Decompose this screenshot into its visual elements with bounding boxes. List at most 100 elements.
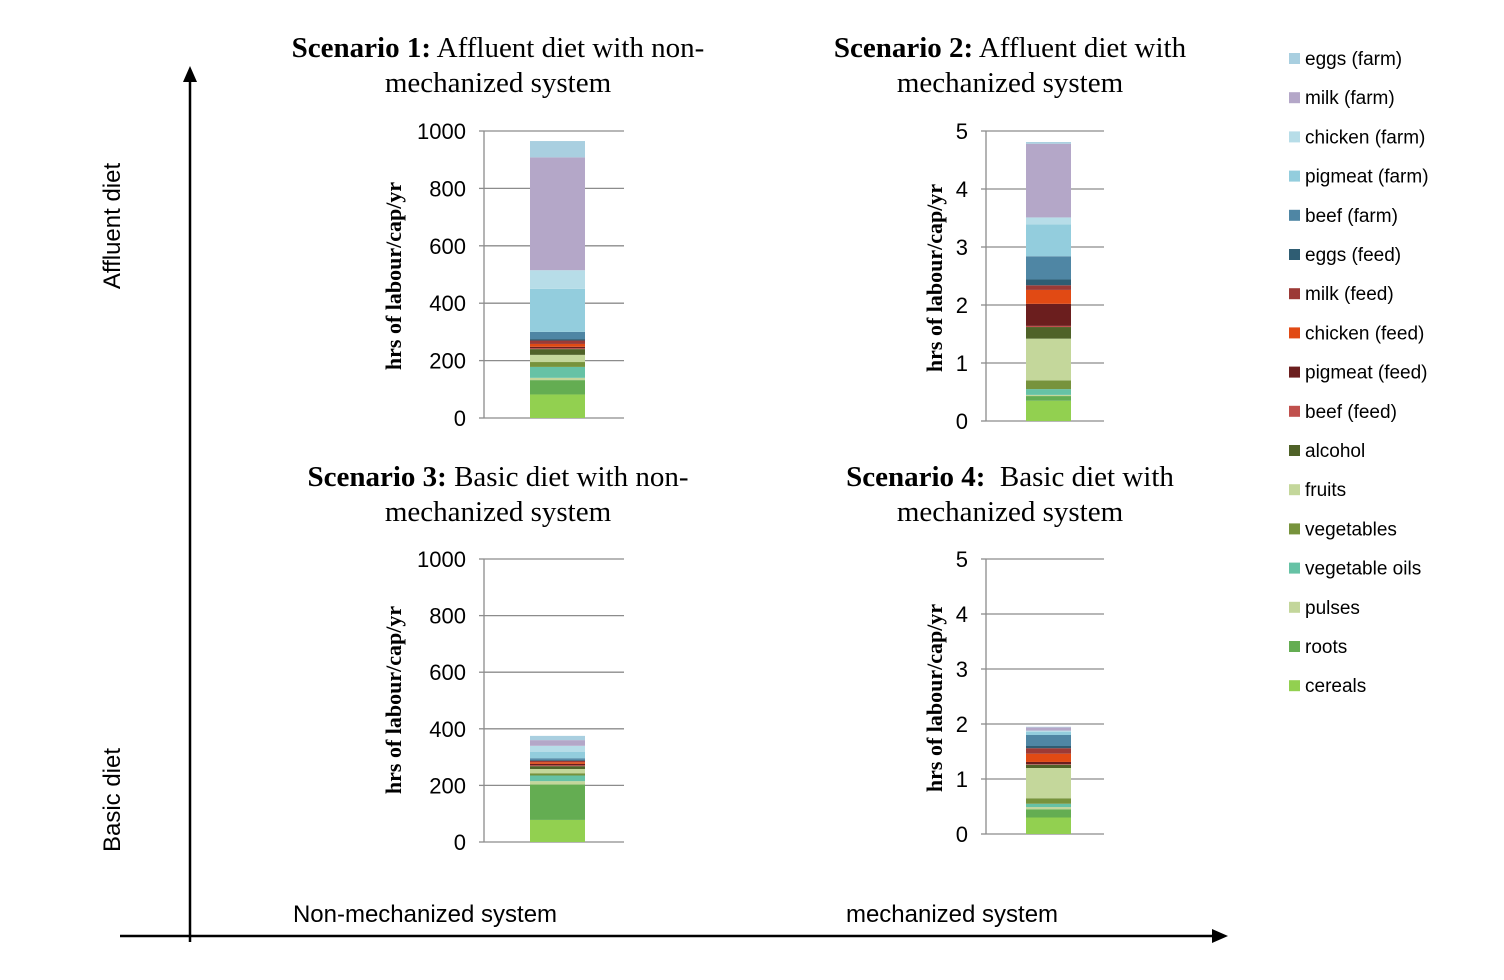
legend-swatch bbox=[1289, 131, 1300, 143]
bar-segment-chicken-farm bbox=[530, 270, 585, 289]
legend-label: chicken (feed) bbox=[1305, 323, 1424, 344]
scenario-4-chart: Scenario 4: Basic diet with mechanized s… bbox=[846, 461, 1174, 847]
y-tick-label: 5 bbox=[956, 547, 968, 572]
y-tick-label: 3 bbox=[956, 657, 968, 682]
bar-segment-vegetable-oils bbox=[530, 775, 585, 782]
bar-segment-milk-farm bbox=[530, 157, 585, 271]
bar-segment-pigmeat-farm bbox=[530, 288, 585, 332]
legend-label: chicken (farm) bbox=[1305, 127, 1425, 148]
bar-segment-vegetables bbox=[530, 773, 585, 776]
legend-swatch bbox=[1289, 680, 1300, 692]
legend-item: milk (farm) bbox=[1289, 88, 1395, 109]
bar-segment-vegetables bbox=[530, 362, 585, 367]
y-tick-label: 800 bbox=[429, 604, 466, 629]
legend-item: chicken (feed) bbox=[1289, 323, 1424, 344]
bar-segment-milk-feed bbox=[1026, 285, 1071, 290]
scenario-2-y-axis-label: hrs of labour/cap/yr bbox=[922, 184, 947, 372]
bar-segment-pigmeat-feed bbox=[1026, 761, 1071, 765]
bar-segment-roots bbox=[1026, 809, 1071, 818]
bar-segment-eggs-feed bbox=[1026, 279, 1071, 286]
y-tick-label: 1000 bbox=[417, 119, 466, 144]
legend-swatch bbox=[1289, 366, 1300, 378]
bar-segment-fruits bbox=[1026, 768, 1071, 799]
bar-segment-chicken-farm bbox=[1026, 730, 1071, 732]
y-tick-label: 400 bbox=[429, 291, 466, 316]
y-tick-label: 4 bbox=[956, 177, 968, 202]
legend-swatch bbox=[1289, 484, 1300, 496]
scenario-1-title: Scenario 1: Affluent diet with non- bbox=[292, 32, 705, 64]
framework-axes: Affluent diet Basic diet Non-mechanized … bbox=[99, 66, 1228, 943]
legend-label: alcohol bbox=[1305, 441, 1365, 462]
bar-segment-beef-farm bbox=[1026, 735, 1071, 746]
bar-segment-fruits bbox=[1026, 338, 1071, 381]
scenario-1-title-bold: Scenario 1: bbox=[292, 32, 431, 64]
y-tick-label: 1 bbox=[956, 351, 968, 376]
legend-label: roots bbox=[1305, 637, 1347, 658]
legend-swatch bbox=[1289, 209, 1300, 221]
bar-segment-fruits bbox=[530, 354, 585, 363]
legend-swatch bbox=[1289, 601, 1300, 613]
legend-item: pigmeat (feed) bbox=[1289, 363, 1428, 384]
bar-segment-milk-farm bbox=[1026, 143, 1071, 218]
legend: eggs (farm) milk (farm) chicken (farm) pigm… bbox=[1289, 49, 1429, 697]
bar-segment-chicken-feed bbox=[530, 762, 585, 764]
bar-segment-chicken-farm bbox=[530, 745, 585, 753]
legend-label: cereals bbox=[1305, 676, 1366, 697]
scenario-1-y-axis-label: hrs of labour/cap/yr bbox=[381, 182, 406, 370]
bar-segment-roots bbox=[1026, 396, 1071, 401]
bar-segment-eggs-feed bbox=[1026, 746, 1071, 749]
scenario-3-y-axis-label: hrs of labour/cap/yr bbox=[381, 606, 406, 794]
legend-label: pulses bbox=[1305, 598, 1360, 619]
bar-segment-cereals bbox=[1026, 817, 1071, 834]
y-tick-label: 1000 bbox=[417, 547, 466, 572]
bar-segment-milk-feed bbox=[530, 760, 585, 763]
legend-label: beef (feed) bbox=[1305, 402, 1397, 423]
scenario-3-plot: 0 200 400 600 800 1000 bbox=[417, 547, 624, 855]
bar-segment-chicken-feed bbox=[1026, 753, 1071, 762]
legend-item: pulses bbox=[1289, 598, 1360, 619]
y-tick-label: 800 bbox=[429, 176, 466, 201]
bar-segment-chicken-farm bbox=[1026, 217, 1071, 225]
legend-item: eggs (farm) bbox=[1289, 49, 1402, 70]
legend-item: beef (farm) bbox=[1289, 206, 1398, 227]
legend-swatch bbox=[1289, 405, 1300, 417]
bar-segment-pulses bbox=[1026, 394, 1071, 397]
scenario-3-title-bold: Scenario 3: bbox=[308, 461, 447, 493]
scenario-4-title-rest: Basic diet with bbox=[985, 461, 1174, 493]
x-axis-non-mechanized-label: Non-mechanized system bbox=[293, 901, 557, 928]
legend-label: vegetable oils bbox=[1305, 559, 1421, 580]
bar-segment-fruits bbox=[530, 768, 585, 774]
bar-segment-vegetables bbox=[1026, 380, 1071, 390]
scenario-1-title-line2: mechanized system bbox=[385, 67, 612, 99]
legend-item: beef (feed) bbox=[1289, 402, 1397, 423]
bar-segment-beef-farm bbox=[1026, 256, 1071, 280]
y-tick-label: 2 bbox=[956, 293, 968, 318]
scenario-4-title: Scenario 4: Basic diet with bbox=[846, 461, 1174, 493]
bar-segment-beef-feed bbox=[1026, 325, 1071, 328]
scenario-2-title-bold: Scenario 2: bbox=[834, 32, 973, 64]
legend-swatch bbox=[1289, 523, 1300, 535]
legend-item: eggs (feed) bbox=[1289, 245, 1401, 266]
y-tick-label: 200 bbox=[429, 349, 466, 374]
legend-label: fruits bbox=[1305, 480, 1346, 501]
legend-swatch bbox=[1289, 288, 1300, 300]
legend-label: beef (farm) bbox=[1305, 206, 1398, 227]
legend-item: pigmeat (farm) bbox=[1289, 167, 1429, 188]
legend-swatch bbox=[1289, 53, 1300, 64]
framework-x-axis-arrow-icon bbox=[1212, 929, 1228, 943]
legend-item: fruits bbox=[1289, 480, 1346, 501]
bar-segment-pulses bbox=[530, 377, 585, 381]
legend-label: eggs (farm) bbox=[1305, 49, 1402, 70]
legend-label: pigmeat (feed) bbox=[1305, 363, 1428, 384]
legend-item: milk (feed) bbox=[1289, 284, 1394, 305]
bar-segment-alcohol bbox=[1026, 764, 1071, 768]
legend-item: alcohol bbox=[1289, 441, 1365, 462]
bar-segment-pigmeat-farm bbox=[530, 752, 585, 759]
scenario-1-title-rest: Affluent diet with non- bbox=[431, 32, 704, 64]
bar-segment-beef-feed bbox=[530, 348, 585, 350]
legend-swatch bbox=[1289, 562, 1300, 574]
y-tick-label: 0 bbox=[454, 406, 466, 431]
bar-segment-chicken-feed bbox=[530, 343, 585, 347]
